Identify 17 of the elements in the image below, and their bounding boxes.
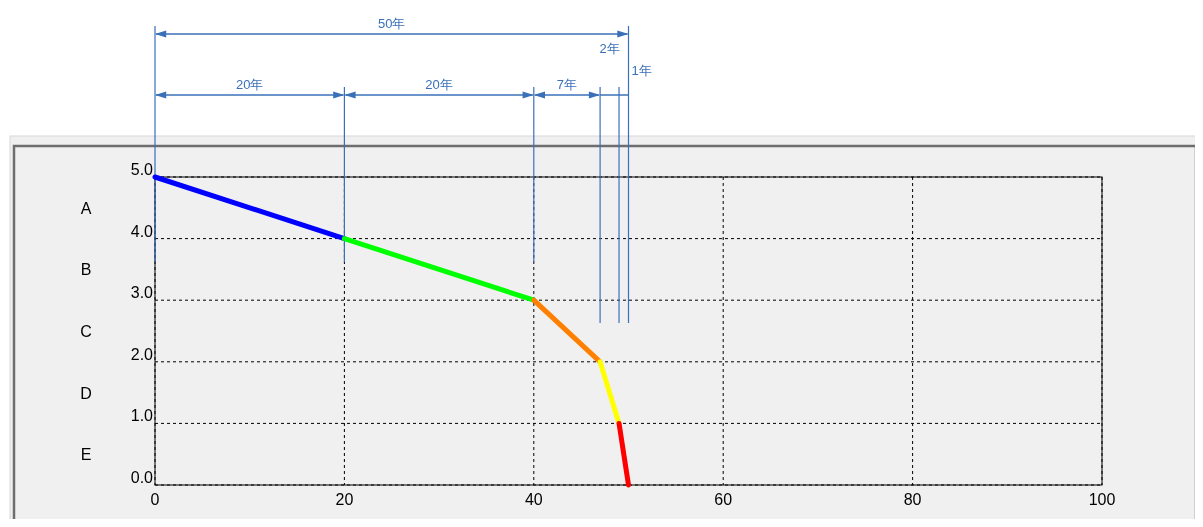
- x-tick-label: 20: [335, 491, 354, 508]
- y-tick-label: 1.0: [130, 407, 154, 425]
- text: D: [80, 384, 92, 402]
- text: E: [80, 446, 92, 464]
- text: C: [80, 323, 92, 340]
- y-tick-label: 3.0: [130, 284, 154, 302]
- text: A: [80, 199, 92, 217]
- y-tick-label: 2.0: [130, 345, 154, 363]
- x-tick-label: 40: [524, 491, 543, 508]
- y-tick-label: 0.0: [130, 469, 154, 486]
- x-tick-label: 0: [150, 491, 160, 508]
- y-tick-label: 4.0: [130, 222, 154, 240]
- y-tick-label: 5.0: [130, 161, 154, 178]
- x-tick-label: 100: [1088, 491, 1116, 508]
- x-tick-label: 80: [903, 491, 922, 508]
- x-tick-label: 60: [714, 491, 733, 508]
- text: B: [80, 261, 92, 279]
